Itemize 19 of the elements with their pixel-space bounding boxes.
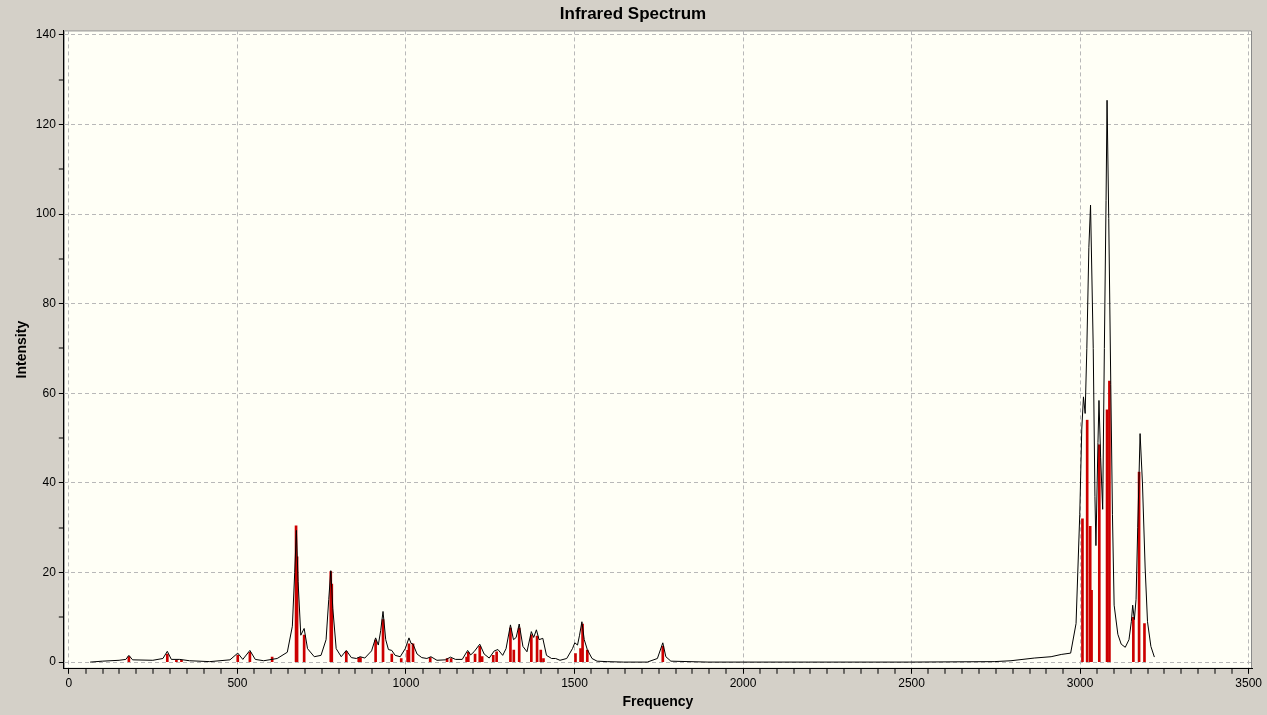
- y-tick-label: 120: [35, 116, 57, 131]
- x-tick-label: 0: [65, 676, 73, 691]
- x-tick-label: 2000: [729, 676, 757, 691]
- x-tick-label: 1500: [561, 676, 589, 691]
- x-tick-label: 500: [227, 676, 248, 691]
- y-axis-title: Intensity: [13, 320, 30, 379]
- y-tick-label: 40: [42, 475, 57, 490]
- y-tick-label: 100: [35, 206, 57, 221]
- x-tick-label: 2500: [898, 676, 926, 691]
- y-tick-label: 140: [35, 27, 57, 42]
- y-tick-label: 60: [42, 385, 57, 400]
- chart-title: Infrared Spectrum: [559, 3, 707, 23]
- y-tick-label: 20: [42, 564, 57, 579]
- x-axis-title: Frequency: [622, 693, 694, 710]
- x-tick-label: 3500: [1235, 676, 1263, 691]
- y-tick-label: 0: [49, 654, 57, 669]
- x-tick-label: 3000: [1066, 676, 1094, 691]
- x-tick-label: 1000: [392, 676, 420, 691]
- y-tick-label: 80: [42, 295, 57, 310]
